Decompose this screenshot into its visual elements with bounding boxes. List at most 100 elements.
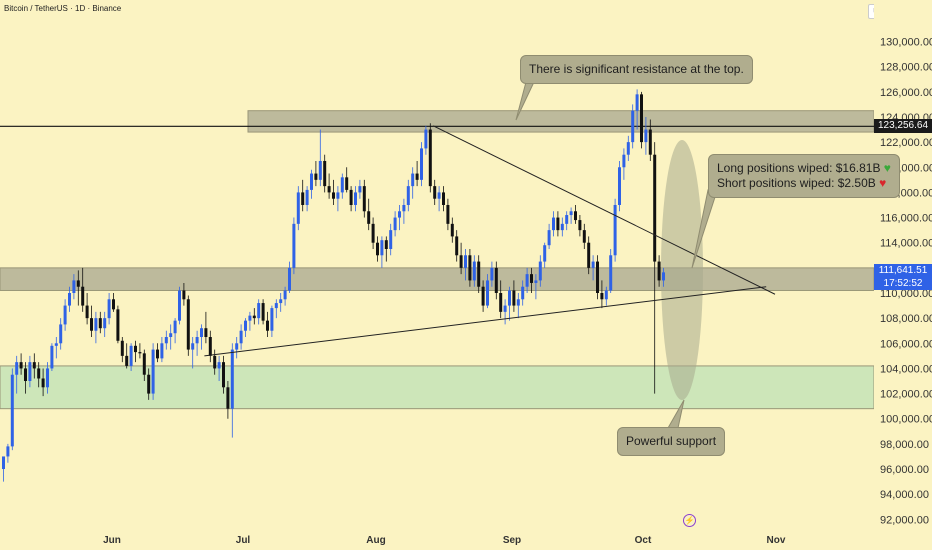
last-price-label: 111,641.51 17:52:52 <box>874 264 932 290</box>
candle-body <box>367 211 371 224</box>
candle-body <box>327 186 331 193</box>
candle-body <box>129 345 133 366</box>
candle-body <box>494 267 498 293</box>
candle-body <box>32 362 36 369</box>
support-zone <box>0 365 875 410</box>
candle-body <box>6 446 10 457</box>
candle-body <box>362 186 366 212</box>
candle-body <box>332 192 335 199</box>
symbol-header: Bitcoin / TetherUS · 1D · Binance <box>4 4 122 13</box>
y-tick-label: 100,000.00 <box>880 414 932 426</box>
candle-body <box>248 315 252 321</box>
candle-body <box>195 337 199 344</box>
candle-body <box>393 217 397 231</box>
candle-body <box>151 349 155 394</box>
candle-body <box>63 305 67 325</box>
candle-body <box>389 230 393 249</box>
y-tick-label: 126,000.00 <box>880 87 932 99</box>
candle-body <box>81 286 85 306</box>
x-tick-label: Oct <box>635 535 652 546</box>
candle-body <box>213 355 217 369</box>
candle-body <box>547 230 551 246</box>
candle-body <box>107 299 111 319</box>
candle-body <box>640 94 643 143</box>
candle-body <box>446 204 450 224</box>
candle-body <box>46 368 49 388</box>
crash-highlight-ellipse <box>661 140 703 400</box>
candle-body <box>208 337 212 356</box>
candle-body <box>508 290 511 306</box>
y-tick-label: 108,000.00 <box>880 313 932 325</box>
candle-body <box>235 343 239 350</box>
y-tick-label: 96,000.00 <box>880 464 929 476</box>
support-callout: Powerful support <box>617 427 726 456</box>
y-tick-label: 122,000.00 <box>880 137 932 149</box>
candle-body <box>349 189 353 205</box>
mid-zone <box>0 267 875 291</box>
event-icon[interactable]: ⚡ <box>683 514 696 527</box>
candle-body <box>2 456 5 470</box>
candle-body <box>41 378 45 388</box>
candle-body <box>230 349 234 409</box>
candle-body <box>442 192 445 205</box>
candle-body <box>85 305 89 319</box>
candle-body <box>270 308 274 331</box>
candle-body <box>534 280 538 283</box>
candle-body <box>450 223 454 237</box>
y-tick-label: 104,000.00 <box>880 363 932 375</box>
candle-body <box>244 320 247 331</box>
candle-body <box>125 355 129 366</box>
candle-body <box>103 318 107 329</box>
candle-body <box>226 387 230 409</box>
candle-body <box>543 245 547 262</box>
candle-body <box>345 177 349 190</box>
candle-body <box>402 204 406 212</box>
candle-body <box>376 242 379 256</box>
candle-body <box>468 255 472 281</box>
candle-body <box>138 352 142 354</box>
candle-body <box>112 299 115 310</box>
resistance-price-label: 123,256.64 <box>874 119 932 133</box>
candle-body <box>635 94 639 111</box>
candle-body <box>288 267 291 291</box>
candle-body <box>657 261 661 281</box>
candle-body <box>622 154 626 168</box>
candle-body <box>10 374 14 447</box>
candle-body <box>384 240 388 249</box>
candle-body <box>222 362 225 388</box>
candle-body <box>424 129 428 149</box>
candle-body <box>490 267 494 281</box>
y-tick-label: 116,000.00 <box>880 213 932 225</box>
y-tick-label: 98,000.00 <box>880 439 929 451</box>
x-tick-label: Sep <box>503 535 521 546</box>
candle-body <box>178 290 181 321</box>
candle-body <box>134 345 137 353</box>
candle-body <box>644 129 648 143</box>
candle-body <box>556 217 560 231</box>
candle-body <box>631 110 635 143</box>
last-price-value: 111,641.51 <box>878 265 928 276</box>
x-tick-label: Jul <box>236 535 251 546</box>
candle-body <box>560 223 564 231</box>
ascending-trendline <box>204 286 767 357</box>
candle-body <box>662 272 665 281</box>
candle-body <box>648 129 652 155</box>
x-tick-label: Aug <box>366 535 385 546</box>
candle-body <box>156 349 159 359</box>
x-tick-label: Nov <box>767 535 786 546</box>
candle-body <box>613 204 617 256</box>
candle-body <box>481 286 485 306</box>
candle-body <box>609 255 613 291</box>
candle-body <box>512 290 516 306</box>
candle-body <box>182 290 186 300</box>
candle-body <box>90 318 93 331</box>
candle-body <box>296 192 300 224</box>
candle-body <box>428 129 432 187</box>
y-tick-label: 110,000.00 <box>880 288 932 300</box>
candle-body <box>54 343 58 346</box>
candle-body <box>274 303 278 309</box>
candle-body <box>354 192 357 205</box>
candle-body <box>503 305 507 312</box>
candle-body <box>380 240 384 256</box>
